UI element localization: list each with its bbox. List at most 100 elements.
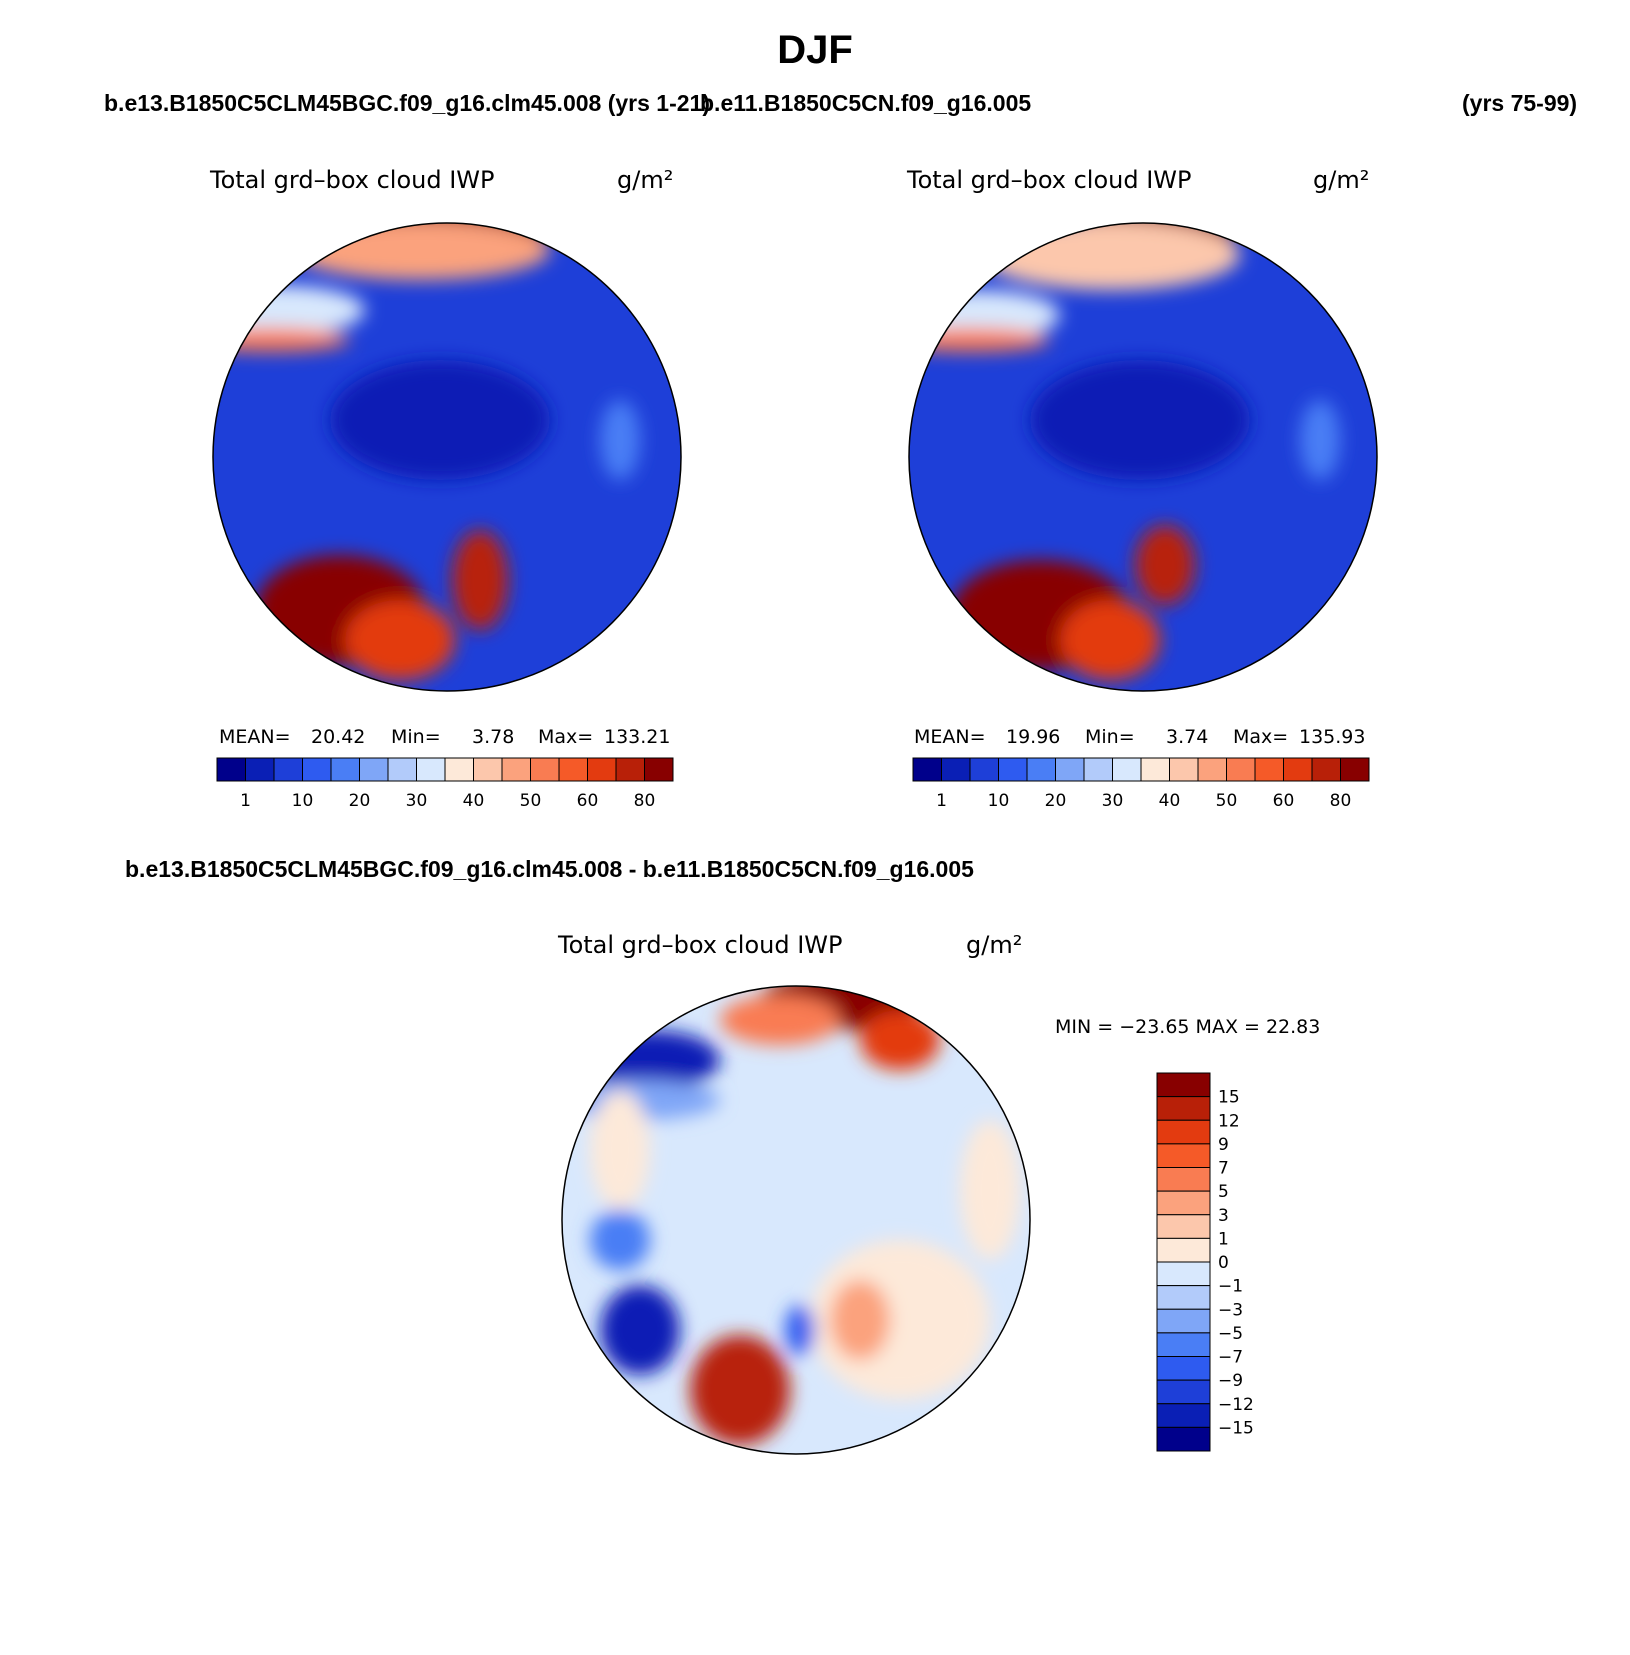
panel2-colorbar-box (1226, 757, 1256, 782)
panel2-colorbar-box (941, 757, 971, 782)
panel3-colorbar-box (1156, 1285, 1211, 1310)
panel2-colorbar-box (1169, 757, 1199, 782)
panel2-colorbar-box (1283, 757, 1313, 782)
panel3-colorbar-tick-label: −3 (1218, 1300, 1243, 1320)
panel3-colorbar: 15 12 9 7 5 3 1 0 −1 −3 −5 −7 −9 −12 −15 (1156, 1072, 1254, 1452)
panel1-variable: Total grd–box cloud IWP (210, 166, 495, 194)
panel2-colorbar-tick-label: 1 (936, 791, 947, 811)
panel1-colorbar-box (302, 757, 332, 782)
panel3-colorbar-box (1156, 1096, 1211, 1121)
panel1-colorbar-tick-label: 50 (520, 791, 542, 811)
panel3-colorbar-box (1156, 1261, 1211, 1287)
panel1-colorbar: 1 10 20 30 40 50 60 80 (216, 757, 674, 811)
panel2-min-label: Min= (1085, 726, 1135, 748)
panel1-colorbar-tick-label: 10 (292, 791, 314, 811)
panel3-colorbar-tick-label: −7 (1218, 1348, 1243, 1368)
panel3-colorbar-box (1156, 1143, 1211, 1168)
panel1-units: g/m² (617, 166, 674, 194)
panel2-map-border (908, 222, 1378, 692)
panel1-colorbar-tick-label: 1 (240, 791, 251, 811)
panel1-colorbar-box (558, 757, 588, 782)
panel1-colorbar-box (416, 757, 446, 782)
panel3-colorbar-box (1156, 1190, 1211, 1216)
panel1-map (213, 223, 681, 691)
panel3-colorbar-box (1156, 1237, 1211, 1263)
panel3-colorbar-tick-label: −15 (1218, 1418, 1254, 1438)
panel2-colorbar-tick-label: 10 (988, 791, 1010, 811)
panel3-colorbar-box (1156, 1072, 1211, 1098)
panel3-colorbar-box (1156, 1308, 1211, 1334)
case2-title: b.e11.B1850C5CN.f09_g16.005 (700, 90, 1032, 116)
panel2-colorbar-tick-label: 80 (1330, 791, 1352, 811)
panel3-colorbar-box (1156, 1332, 1211, 1357)
panel1-colorbar-tick-label: 40 (463, 791, 485, 811)
panel2-colorbar-box (1112, 757, 1142, 782)
figure-title: DJF (777, 28, 853, 72)
panel2-colorbar-tick-label: 60 (1273, 791, 1295, 811)
panel2-colorbar-box (998, 757, 1028, 782)
panel2-variable: Total grd–box cloud IWP (907, 166, 1192, 194)
panel3-colorbar-tick-label: 7 (1218, 1159, 1229, 1179)
case1-title: b.e13.B1850C5CLM45BGC.f09_g16.clm45.008 … (104, 90, 710, 116)
panel2-mean-label: MEAN= (914, 726, 986, 748)
panel2-colorbar: 1 10 20 30 40 50 60 80 (912, 757, 1370, 811)
panel2-colorbar-box (1254, 757, 1284, 782)
panel3-colorbar-tick-label: 9 (1218, 1135, 1229, 1155)
panel2-colorbar-box (1340, 757, 1370, 782)
panel1-colorbar-box (245, 757, 275, 782)
panel2-colorbar-box (1083, 757, 1113, 782)
panel1-colorbar-tick-label: 60 (577, 791, 599, 811)
panel1-colorbar-box (444, 757, 474, 782)
panel3-minmax: MIN = −23.65 MAX = 22.83 (1055, 1016, 1321, 1038)
panel1-colorbar-box (530, 757, 560, 782)
panel3-colorbar-box (1156, 1356, 1211, 1381)
panel1-mean: 20.42 (311, 726, 366, 748)
panel3-colorbar-tick-label: 3 (1218, 1206, 1229, 1226)
panel3-units: g/m² (966, 931, 1023, 959)
panel3-colorbar-box (1156, 1119, 1211, 1145)
panel2-colorbar-box (1311, 757, 1341, 782)
panel2-colorbar-tick-label: 50 (1216, 791, 1238, 811)
panel2-colorbar-tick-label: 30 (1102, 791, 1124, 811)
panel2-colorbar-tick-label: 20 (1045, 791, 1067, 811)
panel1-colorbar-box (644, 757, 674, 782)
panel1-colorbar-tick-label: 80 (634, 791, 656, 811)
panel2-mean: 19.96 (1006, 726, 1061, 748)
panel1-map-border (212, 222, 682, 692)
panel2-colorbar-tick-label: 40 (1159, 791, 1181, 811)
panel2-colorbar-box (1197, 757, 1227, 782)
panel1-max: 133.21 (604, 726, 671, 748)
panel2-colorbar-box (912, 757, 942, 782)
panel2-map (909, 223, 1377, 691)
panel3-variable: Total grd–box cloud IWP (558, 931, 843, 959)
panel1-colorbar-box (387, 757, 417, 782)
panel1-colorbar-tick-label: 20 (349, 791, 371, 811)
panel3-map (562, 986, 1030, 1454)
panel3-map-border (561, 985, 1031, 1455)
panel1-colorbar-box (501, 757, 531, 782)
panel3-colorbar-tick-label: 12 (1218, 1111, 1240, 1131)
panel3-colorbar-box (1156, 1403, 1211, 1428)
panel1-min-label: Min= (391, 726, 441, 748)
panel3-colorbar-box (1156, 1426, 1211, 1452)
panel2-colorbar-box (969, 757, 999, 782)
panel1-colorbar-box (359, 757, 389, 782)
panel1-colorbar-box (473, 757, 503, 782)
panel3-colorbar-box (1156, 1214, 1211, 1239)
panel2-max-label: Max= (1233, 726, 1289, 748)
panel3-colorbar-tick-label: 1 (1218, 1229, 1229, 1249)
panel3-colorbar-tick-label: −1 (1218, 1277, 1243, 1297)
case2-years: (yrs 75-99) (1462, 90, 1578, 116)
panel3-colorbar-box (1156, 1167, 1211, 1192)
panel1-colorbar-box (216, 757, 246, 782)
panel3-colorbar-tick-label: −5 (1218, 1324, 1243, 1344)
panel3-colorbar-tick-label: 0 (1218, 1253, 1229, 1273)
panel2-units: g/m² (1313, 166, 1370, 194)
panel1-min: 3.78 (472, 726, 515, 748)
panel2-colorbar-box (1026, 757, 1056, 782)
panel3-colorbar-tick-label: −12 (1218, 1395, 1254, 1415)
panel1-mean-label: MEAN= (219, 726, 291, 748)
panel1-colorbar-box (587, 757, 617, 782)
panel2-colorbar-box (1140, 757, 1170, 782)
